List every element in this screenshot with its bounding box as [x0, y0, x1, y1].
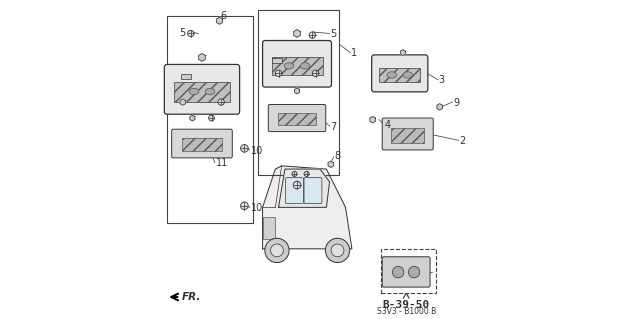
Bar: [278, 113, 316, 125]
Circle shape: [209, 115, 214, 121]
Text: 5: 5: [180, 28, 186, 39]
FancyBboxPatch shape: [304, 178, 322, 204]
Ellipse shape: [403, 72, 413, 78]
FancyBboxPatch shape: [262, 41, 332, 87]
Polygon shape: [294, 30, 300, 37]
Polygon shape: [328, 161, 333, 167]
FancyBboxPatch shape: [172, 129, 232, 158]
Text: 9: 9: [453, 98, 460, 108]
Circle shape: [426, 269, 432, 275]
FancyBboxPatch shape: [382, 257, 430, 287]
FancyBboxPatch shape: [285, 178, 303, 204]
Polygon shape: [262, 166, 352, 249]
Text: 4: 4: [385, 120, 390, 130]
FancyBboxPatch shape: [372, 55, 428, 92]
Circle shape: [241, 202, 248, 210]
Text: 8: 8: [334, 151, 340, 161]
Polygon shape: [294, 88, 300, 94]
Bar: [262, 217, 275, 239]
Polygon shape: [198, 54, 205, 61]
Bar: [391, 128, 424, 143]
Circle shape: [271, 244, 284, 257]
Bar: [182, 138, 222, 151]
Circle shape: [188, 30, 194, 37]
Text: S3V3 - B1000 B: S3V3 - B1000 B: [376, 307, 436, 316]
Circle shape: [408, 266, 420, 278]
Text: 10: 10: [251, 145, 263, 156]
Text: 7: 7: [330, 122, 337, 132]
FancyBboxPatch shape: [268, 105, 326, 132]
Circle shape: [325, 238, 349, 263]
Polygon shape: [370, 116, 376, 123]
Text: 1: 1: [351, 48, 357, 58]
Text: 10: 10: [251, 203, 263, 213]
Circle shape: [293, 181, 301, 189]
Polygon shape: [180, 99, 186, 105]
Polygon shape: [437, 104, 442, 110]
Text: 5: 5: [330, 29, 337, 39]
Polygon shape: [278, 169, 330, 207]
Text: 2: 2: [460, 136, 466, 146]
Text: 6: 6: [220, 11, 227, 21]
Text: FR.: FR.: [182, 292, 202, 302]
Bar: [174, 82, 230, 102]
Text: B-39-50: B-39-50: [383, 300, 429, 310]
Bar: [181, 74, 191, 79]
Ellipse shape: [284, 63, 294, 69]
Text: 11: 11: [216, 158, 228, 168]
Ellipse shape: [300, 63, 310, 69]
Bar: [380, 68, 420, 82]
FancyBboxPatch shape: [382, 118, 433, 150]
Circle shape: [218, 99, 224, 105]
Circle shape: [392, 266, 404, 278]
Ellipse shape: [205, 88, 215, 95]
Circle shape: [292, 171, 297, 176]
Polygon shape: [216, 17, 223, 24]
Circle shape: [241, 145, 248, 152]
Circle shape: [309, 32, 316, 38]
Ellipse shape: [387, 72, 397, 78]
Bar: [272, 58, 282, 63]
Circle shape: [265, 238, 289, 263]
Bar: [271, 56, 323, 75]
Ellipse shape: [189, 88, 199, 95]
FancyBboxPatch shape: [164, 64, 239, 114]
Polygon shape: [190, 115, 195, 121]
Circle shape: [331, 244, 344, 257]
FancyBboxPatch shape: [381, 249, 436, 293]
Circle shape: [275, 70, 282, 77]
Text: 3: 3: [438, 75, 445, 85]
Circle shape: [312, 70, 319, 77]
Polygon shape: [401, 50, 405, 56]
Circle shape: [304, 171, 309, 176]
